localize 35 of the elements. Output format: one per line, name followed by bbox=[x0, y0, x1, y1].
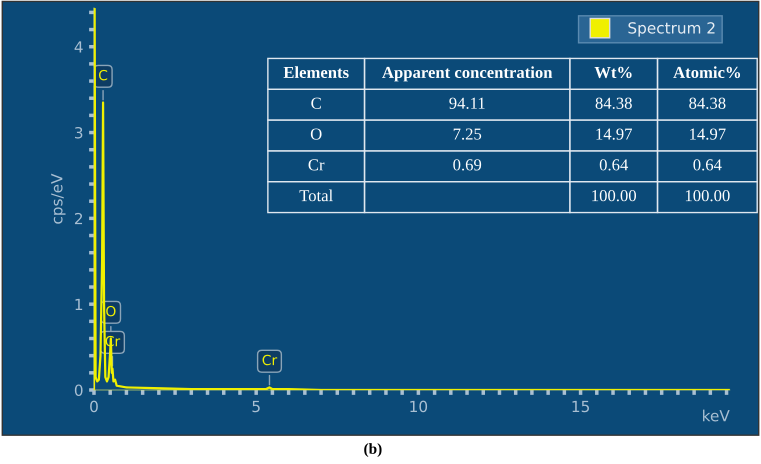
text: 0.64 bbox=[600, 159, 628, 171]
category-label: Atomic% bbox=[673, 66, 740, 78]
text: 0.64 bbox=[693, 159, 722, 171]
x-axis-title: keV bbox=[703, 410, 730, 422]
text: 14.97 bbox=[690, 128, 726, 140]
annotation: C bbox=[98, 70, 108, 80]
x-tick-label: 5 bbox=[252, 400, 260, 412]
x-tick-label: 15 bbox=[572, 400, 589, 412]
x-tick-label: 0 bbox=[90, 400, 98, 412]
text: (b) bbox=[364, 443, 382, 458]
annotation: Cr bbox=[262, 354, 278, 366]
text: C bbox=[311, 98, 321, 109]
text: 84.38 bbox=[689, 98, 726, 109]
y-tick-label: 0 bbox=[74, 384, 83, 396]
y-tick-label: 3 bbox=[75, 127, 82, 139]
annotation: O bbox=[106, 306, 116, 316]
text: 84.38 bbox=[596, 98, 632, 109]
y-axis-title: cps/eV bbox=[51, 174, 66, 224]
text: O bbox=[310, 128, 322, 140]
text: 0.69 bbox=[453, 159, 482, 171]
text: 94.11 bbox=[449, 98, 485, 109]
legend-label: Spectrum 2 bbox=[628, 22, 715, 37]
category-label: Wt% bbox=[594, 66, 632, 78]
y-tick-label: 1 bbox=[76, 298, 82, 310]
category-label: Apparent concentration bbox=[382, 66, 552, 82]
y-tick-label: 2 bbox=[74, 212, 82, 224]
text: Cr bbox=[308, 159, 324, 170]
category-label: Elements bbox=[284, 66, 349, 78]
text: Total bbox=[300, 190, 333, 202]
y-tick-label: 4 bbox=[74, 41, 83, 53]
text: 7.25 bbox=[454, 128, 482, 140]
text: 100.00 bbox=[592, 190, 636, 202]
text: 100.00 bbox=[686, 190, 730, 202]
text: 14.97 bbox=[596, 128, 632, 140]
x-tick-label: 10 bbox=[410, 400, 428, 412]
